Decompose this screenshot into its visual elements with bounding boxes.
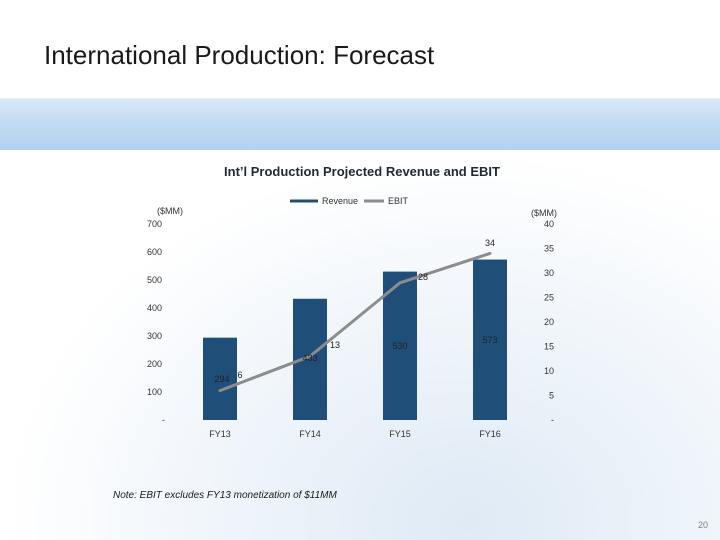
ebit-labels: 6 13 28 34 xyxy=(237,238,495,380)
revenue-data-label: 573 xyxy=(482,335,497,345)
ebit-point xyxy=(218,389,222,393)
right-axis-ticks: - 5 10 15 20 25 30 35 40 xyxy=(544,219,554,425)
left-tick-label: - xyxy=(162,415,165,425)
x-tick-label: FY13 xyxy=(209,429,231,439)
left-axis-unit: ($MM) xyxy=(157,206,183,216)
ebit-line xyxy=(219,251,491,393)
revenue-data-label: 530 xyxy=(392,341,407,351)
right-tick-label: 40 xyxy=(544,219,554,229)
legend-ebit-label: EBIT xyxy=(388,196,409,206)
legend-revenue-label: Revenue xyxy=(322,196,358,206)
ebit-data-label: 13 xyxy=(330,340,340,350)
left-axis-ticks: - 100 200 300 400 500 600 700 xyxy=(147,219,165,425)
left-tick-label: 500 xyxy=(147,275,162,285)
x-tick-label: FY16 xyxy=(479,429,501,439)
right-tick-label: 30 xyxy=(544,268,554,278)
left-tick-label: 100 xyxy=(147,387,162,397)
left-tick-label: 200 xyxy=(147,359,162,369)
right-tick-label: 5 xyxy=(549,391,554,401)
chart-title: Int’l Production Projected Revenue and E… xyxy=(224,164,500,179)
ebit-point xyxy=(398,281,402,285)
x-axis-ticks: FY13 FY14 FY15 FY16 xyxy=(209,429,501,439)
revenue-data-label: 294 xyxy=(214,374,229,384)
revenue-bar xyxy=(383,271,417,420)
revenue-data-label: 433 xyxy=(302,353,317,363)
ebit-data-label: 6 xyxy=(237,370,242,380)
right-tick-label: 35 xyxy=(544,244,554,254)
left-tick-label: 300 xyxy=(147,331,162,341)
right-tick-label: 15 xyxy=(544,342,554,352)
ebit-line-layer xyxy=(218,251,492,393)
slide-title: International Production: Forecast xyxy=(44,40,435,70)
x-tick-label: FY15 xyxy=(389,429,411,439)
left-tick-label: 700 xyxy=(147,219,162,229)
page-number: 20 xyxy=(697,520,708,530)
revenue-bars xyxy=(203,259,507,420)
header-banner xyxy=(0,98,720,152)
revenue-labels: 294 433 530 573 xyxy=(214,335,497,384)
x-tick-label: FY14 xyxy=(299,429,321,439)
revenue-bar xyxy=(473,259,507,420)
right-tick-label: - xyxy=(551,415,554,425)
ebit-point xyxy=(308,354,312,358)
right-axis-unit: ($MM) xyxy=(531,208,557,218)
left-tick-label: 400 xyxy=(147,303,162,313)
legend: Revenue EBIT xyxy=(290,196,409,206)
background-gradient xyxy=(0,150,720,540)
right-tick-label: 10 xyxy=(544,366,554,376)
footnote: Note: EBIT excludes FY13 monetization of… xyxy=(113,490,337,501)
ebit-point xyxy=(488,251,492,255)
right-tick-label: 20 xyxy=(544,317,554,327)
right-tick-label: 25 xyxy=(544,293,554,303)
revenue-bar xyxy=(203,337,237,420)
ebit-data-label: 34 xyxy=(485,238,495,248)
left-tick-label: 600 xyxy=(147,247,162,257)
ebit-data-label: 28 xyxy=(418,272,428,282)
